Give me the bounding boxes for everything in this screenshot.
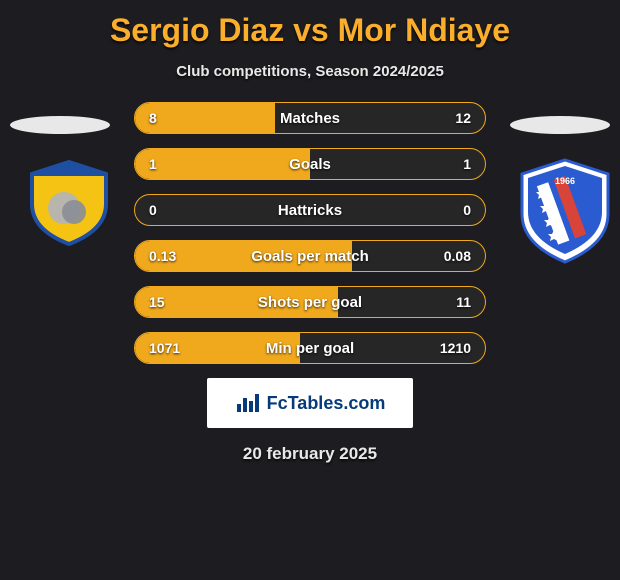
branding-badge: FcTables.com	[207, 378, 413, 428]
stat-value-left: 15	[149, 294, 165, 310]
stat-value-right: 12	[455, 110, 471, 126]
stat-fill	[135, 149, 310, 179]
stat-value-right: 0	[463, 202, 471, 218]
stat-row: 1 Goals 1	[134, 148, 486, 180]
snapshot-date: 20 february 2025	[0, 444, 620, 464]
stat-value-left: 0.13	[149, 248, 176, 264]
stat-label: Goals	[289, 156, 331, 173]
stat-column: 8 Matches 12 1 Goals 1 0 Hattricks 0 0.13 Goals pe…	[134, 102, 486, 364]
stat-label: Hattricks	[278, 202, 342, 219]
stat-value-left: 8	[149, 110, 157, 126]
stat-label: Matches	[280, 110, 340, 127]
player-marker-right	[510, 116, 610, 134]
stat-row: 15 Shots per goal 11	[134, 286, 486, 318]
club-crest-left	[26, 160, 112, 246]
svg-text:1966: 1966	[555, 176, 575, 186]
branding-icon	[235, 392, 261, 414]
stat-value-right: 0.08	[444, 248, 471, 264]
stat-value-right: 1	[463, 156, 471, 172]
stat-value-left: 1	[149, 156, 157, 172]
club-crest-right: 1966	[516, 158, 614, 264]
page-title: Sergio Diaz vs Mor Ndiaye	[0, 0, 620, 49]
stat-row: 8 Matches 12	[134, 102, 486, 134]
stat-value-right: 11	[456, 294, 471, 310]
stat-value-left: 1071	[149, 340, 180, 356]
comparison-arena: 1966 8 Matches 12 1 Goals 1 0 Hattricks 0 0.13 Goa…	[0, 102, 620, 364]
stat-label: Goals per match	[251, 248, 369, 265]
stat-row: 1071 Min per goal 1210	[134, 332, 486, 364]
stat-value-right: 1210	[440, 340, 471, 356]
subtitle: Club competitions, Season 2024/2025	[0, 63, 620, 80]
stat-label: Shots per goal	[258, 294, 362, 311]
player-marker-left	[10, 116, 110, 134]
stat-row: 0 Hattricks 0	[134, 194, 486, 226]
branding-text: FcTables.com	[267, 393, 386, 414]
stat-row: 0.13 Goals per match 0.08	[134, 240, 486, 272]
stat-label: Min per goal	[266, 340, 354, 357]
stat-value-left: 0	[149, 202, 157, 218]
